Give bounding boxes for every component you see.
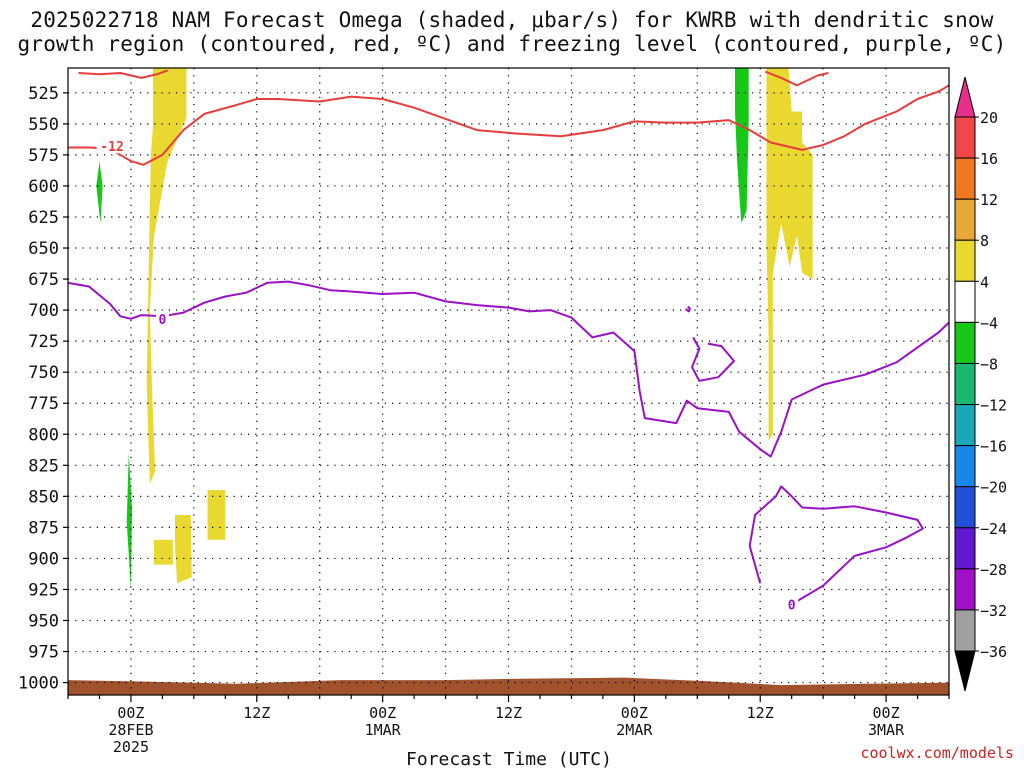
red-contour-0 (68, 84, 949, 166)
y-tick-label-925: 925 (28, 580, 59, 600)
colorbar-box-1 (954, 157, 976, 200)
colorbar-label-2: 12 (980, 191, 998, 209)
colorbar-label-4: 4 (980, 273, 989, 291)
purple-contour-1 (691, 336, 735, 382)
purple-contour-label-bg-2 (785, 596, 799, 612)
site-credit: coolwx.com/models (860, 744, 1014, 762)
colorbar-label-10: −24 (980, 520, 1007, 538)
colorbar-label-0: 20 (980, 109, 998, 127)
y-tick-label-750: 750 (28, 363, 59, 383)
grid-layer (68, 68, 949, 695)
y-tick-label-1000: 1000 (18, 674, 59, 694)
colorbar-box-0 (954, 116, 976, 159)
omega-region-5 (766, 68, 813, 441)
red-contour-2 (765, 70, 829, 87)
purple-contour-3 (685, 305, 691, 313)
colorbar-label-11: −28 (980, 561, 1007, 579)
colorbar-box-10 (954, 527, 976, 570)
colorbar-label-13: −36 (980, 643, 1007, 661)
purple-contour-2 (748, 485, 924, 606)
colorbar-box-5 (954, 321, 976, 364)
colorbar-label-7: −12 (980, 397, 1007, 415)
y-tick-label-850: 850 (28, 487, 59, 507)
colorbar-box-12 (954, 609, 976, 652)
colorbar-label-8: −16 (980, 438, 1007, 456)
colorbar-box-3 (954, 239, 976, 282)
y-tick-label-800: 800 (28, 425, 59, 445)
colorbar-box-7 (954, 404, 976, 447)
colorbar-box-4 (954, 280, 976, 323)
colorbar-label-1: 16 (980, 150, 998, 168)
omega-region-7 (126, 452, 132, 590)
x-date-label-72: 3MAR (868, 721, 905, 739)
axes-layer: 525 550 575 600 625 650 675 700 725 750 775 800 825 8… (18, 84, 950, 756)
x-tick-label-48: 00Z (621, 704, 648, 722)
purple-contour-label-0: 0 (158, 313, 166, 328)
chart-title: 2025022718 NAM Forecast Omega (shaded, μ… (0, 8, 1024, 56)
colorbar-label-6: −8 (980, 355, 998, 373)
y-tick-label-900: 900 (28, 549, 59, 569)
colorbar-box-9 (954, 486, 976, 529)
y-tick-label-975: 975 (28, 643, 59, 663)
y-tick-label-700: 700 (28, 301, 59, 321)
title-line-2: growth region (contoured, red, ºC) and f… (17, 32, 1007, 56)
omega-region-1 (153, 68, 163, 149)
y-tick-label-525: 525 (28, 84, 59, 104)
colorbar-label-3: 8 (980, 232, 989, 250)
colorbar-bottom-arrow (954, 650, 976, 692)
omega-region-2 (154, 539, 173, 565)
omega-region-8 (735, 68, 749, 224)
colorbar-box-2 (954, 198, 976, 241)
omega-region-3 (175, 515, 192, 584)
y-tick-label-550: 550 (28, 115, 59, 135)
x-date-label-48: 2MAR (616, 721, 653, 739)
purple-contour-0 (68, 280, 949, 458)
y-tick-label-950: 950 (28, 612, 59, 632)
x-date-label-24: 1MAR (365, 721, 402, 739)
contour-layer: -12 0 0 (68, 69, 949, 613)
y-tick-label-725: 725 (28, 332, 59, 352)
colorbar-label-9: −20 (980, 479, 1007, 497)
y-tick-label-875: 875 (28, 518, 59, 538)
title-line-1: 2025022718 NAM Forecast Omega (shaded, μ… (30, 8, 994, 32)
y-tick-label-675: 675 (28, 270, 59, 290)
x-year-label-0: 2025 (113, 738, 149, 756)
colorbar-top-arrow (954, 76, 976, 118)
x-tick-label-12: 12Z (243, 704, 270, 722)
y-tick-label-650: 650 (28, 239, 59, 259)
x-tick-label-72: 00Z (873, 704, 900, 722)
y-tick-label-825: 825 (28, 456, 59, 476)
x-date-label-0: 28FEB (108, 721, 153, 739)
colorbar-box-6 (954, 362, 976, 406)
red-contour-label-0: -12 (100, 140, 123, 155)
omega-shading-layer (96, 68, 813, 590)
omega-region-6 (96, 161, 103, 224)
x-tick-label-24: 00Z (369, 704, 396, 722)
y-tick-label-575: 575 (28, 146, 59, 166)
red-contour-label-bg-0 (96, 138, 128, 154)
y-tick-label-775: 775 (28, 394, 59, 414)
x-axis-title: Forecast Time (UTC) (406, 749, 612, 768)
terrain-layer (68, 677, 949, 695)
purple-contour-label-2: 0 (788, 598, 796, 613)
colorbar: 20 16 12 8 4 −4 −8 −12 −16 −20 −24 −28 −32 −36 (954, 76, 1007, 692)
y-tick-label-625: 625 (28, 208, 59, 228)
terrain-band (68, 677, 949, 695)
omega-region-4 (207, 490, 226, 540)
x-tick-label-60: 12Z (747, 704, 774, 722)
x-tick-label-36: 12Z (495, 704, 522, 722)
colorbar-label-5: −4 (980, 314, 998, 332)
colorbar-label-12: −32 (980, 602, 1007, 620)
purple-contour-label-bg-0 (155, 310, 169, 326)
x-tick-label-0: 00Z (117, 704, 144, 722)
colorbar-box-11 (954, 568, 976, 611)
colorbar-box-8 (954, 445, 976, 488)
y-tick-label-600: 600 (28, 177, 59, 197)
red-contour-1 (78, 69, 168, 79)
omega-region-0 (146, 68, 187, 484)
